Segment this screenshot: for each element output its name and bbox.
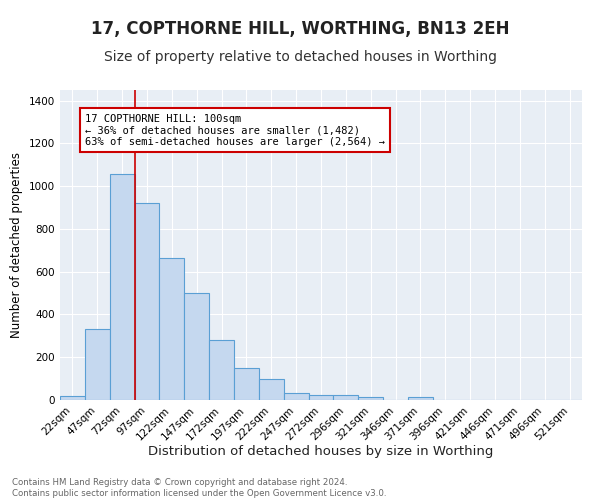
Bar <box>408 398 433 400</box>
Bar <box>334 396 358 400</box>
Bar <box>160 258 184 400</box>
Bar <box>110 174 134 400</box>
Text: 17, COPTHORNE HILL, WORTHING, BN13 2EH: 17, COPTHORNE HILL, WORTHING, BN13 2EH <box>91 20 509 38</box>
Bar <box>85 330 110 400</box>
Bar <box>184 293 209 400</box>
Bar <box>134 204 160 400</box>
Bar <box>234 368 259 400</box>
Y-axis label: Number of detached properties: Number of detached properties <box>10 152 23 338</box>
Text: Distribution of detached houses by size in Worthing: Distribution of detached houses by size … <box>148 445 494 458</box>
Bar <box>259 378 284 400</box>
Bar <box>358 397 383 400</box>
Text: 17 COPTHORNE HILL: 100sqm
← 36% of detached houses are smaller (1,482)
63% of se: 17 COPTHORNE HILL: 100sqm ← 36% of detac… <box>85 114 385 146</box>
Bar <box>60 396 85 400</box>
Bar <box>209 340 234 400</box>
Text: Contains HM Land Registry data © Crown copyright and database right 2024.
Contai: Contains HM Land Registry data © Crown c… <box>12 478 386 498</box>
Text: Size of property relative to detached houses in Worthing: Size of property relative to detached ho… <box>104 50 497 64</box>
Bar <box>308 396 334 400</box>
Bar <box>284 392 308 400</box>
